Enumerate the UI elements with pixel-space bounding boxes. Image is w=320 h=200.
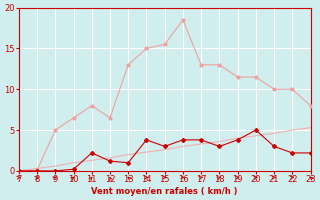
X-axis label: Vent moyen/en rafales ( km/h ): Vent moyen/en rafales ( km/h ) — [92, 187, 238, 196]
